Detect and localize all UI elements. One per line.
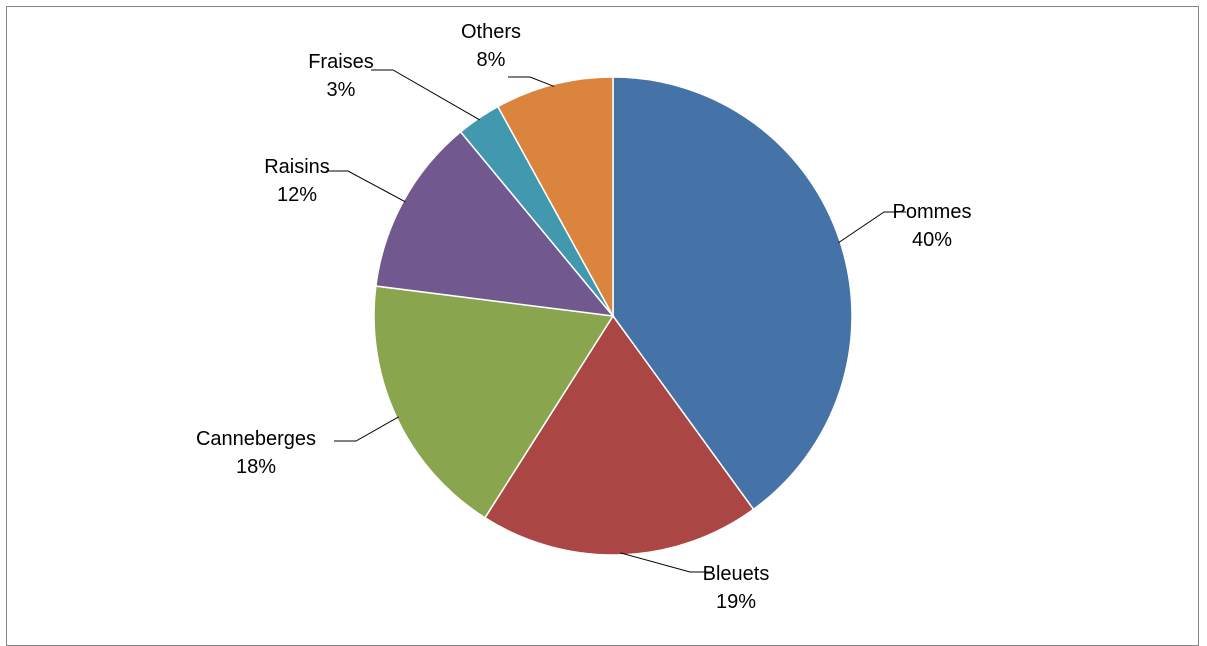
pie-chart: Pommes 40% Bleuets 19% Canneberges 18% Raisins… [196,21,972,613]
data-label-bleuets-percent: 19% [716,591,756,613]
data-label-others-category: Others [461,21,521,43]
leader-line-others [508,76,555,87]
data-labels: Pommes 40% Bleuets 19% Canneberges 18% Raisins… [196,21,972,613]
leader-line-pommes [838,211,906,244]
data-label-raisins-percent: 12% [277,184,317,206]
data-label-pommes-category: Pommes [893,201,972,223]
pie-slice-bleuets [483,314,755,556]
data-label-others-percent: 8% [477,49,506,71]
pie-slices [373,76,853,556]
data-label-canneberges-percent: 18% [236,456,276,478]
label-leaders [326,69,906,573]
leader-line-raisins [326,170,406,203]
data-label-fraises-percent: 3% [327,79,356,101]
pie-slice-others [496,76,614,317]
data-label-canneberges-category: Canneberges [196,428,316,450]
data-label-raisins-category: Raisins [264,156,330,178]
leader-line-bleuets [620,552,712,573]
pie-slice-pommes [612,76,853,511]
leader-line-fraises [371,69,481,121]
data-label-pommes-percent: 40% [912,229,952,251]
data-label-bleuets-category: Bleuets [703,563,770,585]
data-label-fraises-category: Fraises [308,51,374,73]
leader-line-canneberges [334,416,399,442]
